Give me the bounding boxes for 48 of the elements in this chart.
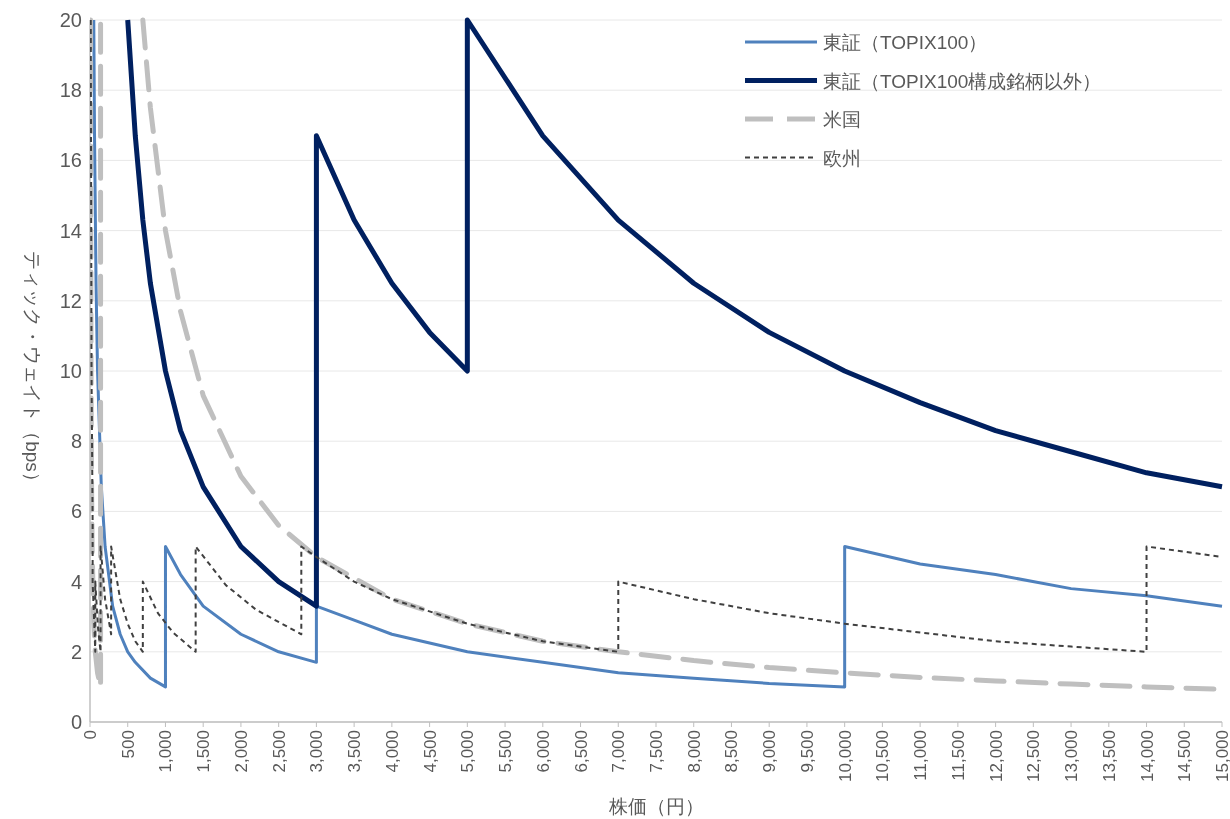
y-tick-label: 20	[59, 9, 82, 31]
x-tick-label: 3,500	[345, 730, 365, 773]
y-axis-title: ティック・ウェイト（bps）	[22, 251, 43, 491]
x-tick-label: 1,000	[156, 730, 176, 773]
x-tick-label: 14,500	[1175, 730, 1195, 782]
x-tick-label: 1,500	[194, 730, 214, 773]
x-tick-label: 15,000	[1213, 730, 1230, 782]
x-tick-label: 8,000	[684, 730, 704, 773]
legend-label: 米国	[823, 109, 861, 130]
x-tick-label: 5,500	[496, 730, 516, 773]
x-tick-label: 5,000	[458, 730, 478, 773]
x-tick-label: 12,500	[1024, 730, 1044, 782]
x-axis-title: 株価（円）	[607, 796, 704, 817]
legend-label: 東証（TOPIX100構成銘柄以外）	[823, 70, 1102, 92]
y-tick-label: 8	[70, 430, 82, 453]
x-tick-label: 2,500	[269, 730, 289, 773]
x-tick-label: 13,500	[1099, 730, 1119, 782]
x-tick-label: 12,000	[986, 730, 1006, 782]
x-tick-label: 13,000	[1062, 730, 1082, 782]
x-tick-label: 500	[118, 730, 138, 759]
y-tick-label: 10	[59, 360, 82, 382]
x-tick-label: 8,500	[722, 730, 742, 773]
x-tick-label: 2,000	[231, 730, 251, 773]
x-tick-label: 3,000	[307, 730, 327, 773]
x-tick-label: 7,500	[647, 730, 666, 773]
y-tick-label: 6	[70, 500, 82, 523]
legend-label: 東証（TOPIX100）	[823, 32, 988, 53]
x-tick-label: 9,500	[797, 730, 817, 773]
x-tick-label: 11,000	[911, 730, 931, 781]
x-tick-label: 11,500	[948, 730, 968, 781]
y-tick-label: 0	[70, 711, 82, 733]
x-tick-label: 9,000	[760, 730, 780, 773]
x-tick-label: 6,000	[533, 730, 553, 773]
x-tick-label: 0	[81, 730, 100, 740]
y-tick-label: 12	[59, 289, 82, 312]
x-tick-label: 4,500	[420, 730, 440, 773]
x-tick-label: 14,000	[1137, 730, 1157, 782]
x-tick-label: 7,000	[609, 730, 629, 773]
x-tick-label: 6,500	[571, 730, 591, 773]
legend-label: 欧州	[823, 147, 861, 169]
x-tick-label: 4,000	[382, 730, 402, 773]
x-tick-label: 10,500	[873, 730, 893, 782]
y-tick-label: 4	[70, 570, 82, 593]
y-tick-label: 14	[59, 219, 82, 242]
y-tick-label: 2	[70, 640, 82, 663]
y-tick-label: 16	[59, 149, 82, 172]
x-tick-label: 10,000	[835, 730, 855, 782]
y-tick-label: 18	[59, 79, 82, 102]
